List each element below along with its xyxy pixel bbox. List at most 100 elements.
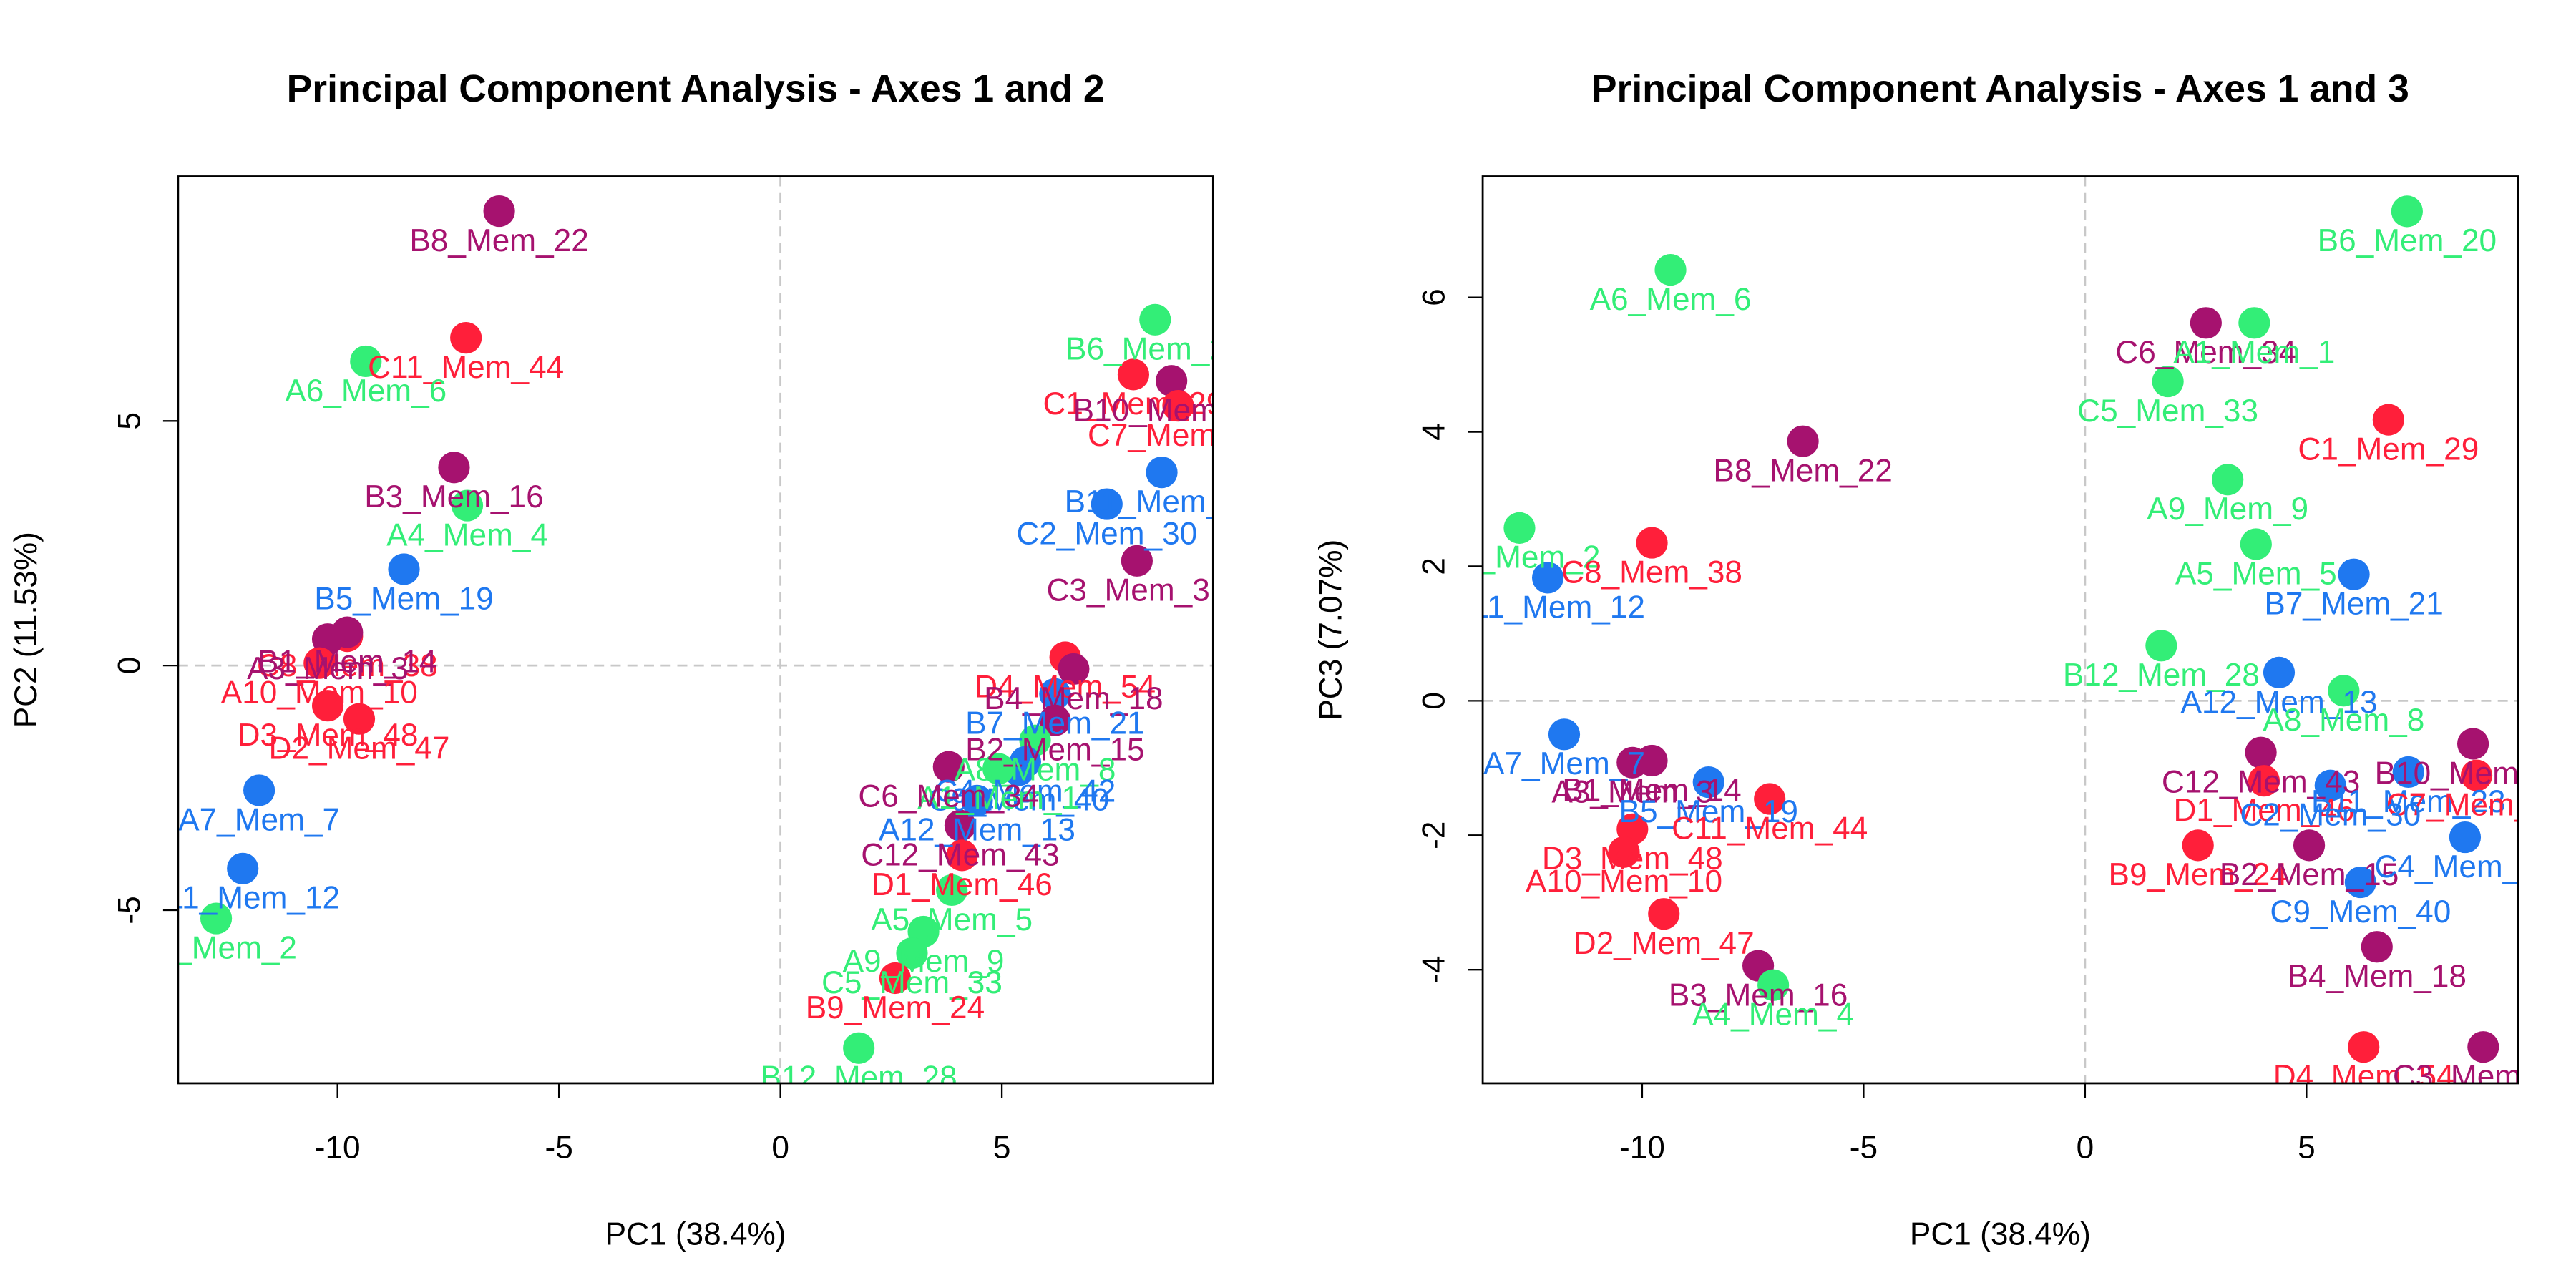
point-label: A6_Mem_6 [1590, 282, 1752, 317]
point-label: A8_Mem_8 [955, 753, 1116, 788]
point-label: B12_Mem_28 [761, 1060, 957, 1096]
point [1692, 766, 1724, 799]
point [2392, 756, 2424, 789]
point-label: C3_Mem_31 [2393, 1059, 2574, 1094]
point-label: C9_Mem_40 [928, 782, 1109, 817]
point [1754, 783, 1786, 815]
point-label: A12_Mem_13 [879, 813, 1075, 848]
point [2449, 821, 2482, 854]
point [388, 553, 420, 585]
point [2328, 675, 2360, 707]
point [331, 616, 364, 648]
point-label: C5_Mem_33 [821, 965, 1002, 1000]
x-tick-label: -5 [1850, 1131, 1878, 1166]
point [2248, 765, 2280, 797]
point-label: D4_Mem_54 [2273, 1059, 2454, 1094]
point-label: B9_Mem_24 [806, 990, 985, 1025]
plot-frame [177, 175, 1214, 1085]
y-axis-label: PC2 (11.53%) [9, 532, 44, 728]
point [961, 784, 993, 816]
point [1091, 488, 1123, 520]
point-label: C5_Mem_33 [2077, 394, 2258, 429]
point-label: D4_Mem_54 [975, 669, 1156, 704]
point [2314, 769, 2346, 801]
point-label: B8_Mem_22 [409, 223, 588, 258]
point-label: C2_Mem_30 [2240, 798, 2421, 833]
point [1039, 704, 1071, 736]
x-tick-label: 5 [2298, 1131, 2316, 1166]
y-tick-label: 0 [1417, 692, 1452, 710]
point-label: A5_Mem_5 [871, 902, 1033, 937]
point [2182, 829, 2214, 862]
x-axis-label: PC1 (38.4%) [1910, 1217, 2091, 1252]
point [946, 839, 978, 872]
point [2460, 759, 2493, 791]
point [451, 489, 484, 522]
point [303, 647, 336, 679]
point [2293, 829, 2326, 862]
point-label: C4_Mem_42 [2375, 849, 2556, 884]
point-label: C12_Mem_43 [861, 838, 1059, 873]
point [450, 322, 482, 354]
point-label: D1_Mem_46 [872, 867, 1053, 902]
point-label: C11_Mem_44 [368, 350, 564, 385]
point [1139, 303, 1171, 336]
point-label: A2_Mem_2 [135, 930, 297, 965]
point-label: D2_Mem_47 [1574, 926, 1755, 961]
y-axis-label: PC3 (7.07%) [1313, 540, 1348, 721]
y-tick-label: 5 [112, 412, 147, 430]
point-label: B3_Mem_16 [364, 479, 543, 514]
point [2457, 728, 2489, 760]
point-label: D3_Mem_48 [238, 718, 419, 753]
point [343, 703, 376, 735]
point [1608, 836, 1640, 868]
point-label: C7_Mem_35 [1088, 418, 1269, 453]
panel: Principal Component Analysis - Axes 1 an… [9, 68, 1269, 1252]
point-label: C6_Mem_34 [2115, 335, 2296, 370]
point-label: A12_Mem_13 [2180, 685, 2377, 720]
point [1636, 527, 1668, 559]
point [438, 452, 470, 484]
point [1503, 512, 1536, 544]
point-label: A5_Mem_5 [2175, 556, 2337, 591]
point-label: A1_Mem_1 [917, 781, 1079, 816]
point [200, 902, 233, 935]
point [1548, 718, 1581, 751]
point [2361, 931, 2393, 963]
point-label: D2_Mem_47 [269, 731, 450, 766]
y-tick-label: 4 [1417, 423, 1452, 441]
point-label: A4_Mem_4 [1692, 997, 1854, 1033]
point [2372, 404, 2404, 436]
point [936, 874, 968, 907]
point [1757, 969, 1790, 1001]
point-label: B4_Mem_18 [2288, 959, 2467, 994]
y-tick-label: -4 [1417, 956, 1452, 984]
chart-title: Principal Component Analysis - Axes 1 an… [287, 68, 1105, 110]
point-label: B11_Mem_23 [1065, 484, 1259, 519]
point-label: D1_Mem_46 [2173, 793, 2354, 828]
point-label: B8_Mem_22 [1713, 454, 1892, 489]
point [2338, 558, 2370, 590]
point [1787, 425, 1819, 457]
point [1531, 562, 1564, 594]
y-tick-label: 6 [1417, 288, 1452, 306]
point-label: A6_Mem_6 [285, 374, 447, 409]
point-label: A10_Mem_10 [221, 675, 418, 711]
x-tick-label: -10 [1619, 1131, 1665, 1166]
point-label: A9_Mem_9 [843, 944, 1005, 979]
point-label: B4_Mem_18 [984, 681, 1163, 716]
point-label: C8_Mem_38 [257, 648, 438, 683]
point-label: B6_Mem_20 [2318, 223, 2497, 258]
point-label: A11_Mem_12 [1450, 590, 1645, 625]
x-tick-label: -5 [545, 1131, 573, 1166]
y-tick-label: 2 [1417, 557, 1452, 575]
point-label: A4_Mem_4 [386, 517, 548, 552]
point-label: A8_Mem_8 [2263, 703, 2424, 738]
point-label: B1_Mem_14 [1562, 773, 1741, 808]
panel: Principal Component Analysis - Axes 1 an… [1313, 68, 2574, 1252]
point-label: B3_Mem_16 [1669, 977, 1848, 1013]
x-tick-label: 0 [771, 1131, 789, 1166]
point [2391, 195, 2423, 228]
y-tick-label: 0 [112, 657, 147, 675]
